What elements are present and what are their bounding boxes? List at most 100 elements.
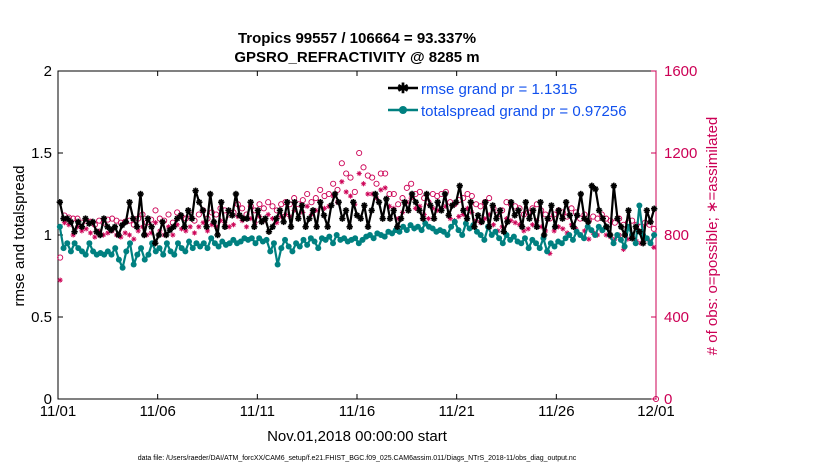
rmse-point-stroke: [222, 223, 228, 230]
rmse-point: [445, 212, 452, 219]
spread-point: [370, 235, 377, 242]
rmse-point: [379, 215, 386, 222]
rmse-point: [196, 199, 203, 206]
legend-box: [385, 76, 653, 118]
obs-assimilated-stroke: [136, 228, 141, 234]
y-right-tick-label: 800: [664, 227, 689, 244]
spread-point: [533, 240, 540, 247]
rmse-point: [331, 190, 339, 198]
rmse-point-stroke: [412, 199, 419, 206]
rmse-point: [419, 215, 427, 222]
rmse-point: [397, 215, 405, 222]
rmse-point-stroke: [137, 191, 144, 197]
spread-point: [215, 243, 222, 250]
rmse-point-stroke: [574, 212, 580, 219]
rmse-point-stroke: [570, 223, 577, 230]
rmse-point-stroke: [537, 199, 544, 206]
rmse-point-stroke: [629, 235, 635, 242]
rmse-point: [317, 199, 324, 206]
obs-assimilated-stroke: [413, 206, 418, 211]
obs-possible-point: [395, 201, 402, 208]
spread-point: [477, 232, 484, 238]
spread-point: [56, 223, 63, 230]
obs-possible-point: [312, 195, 319, 202]
obs-assimilated-point: [57, 277, 63, 283]
spread-point: [278, 245, 285, 252]
y-right-tick-label: 0: [664, 391, 672, 408]
rmse-point-stroke: [640, 240, 646, 247]
rmse-point-stroke: [442, 191, 448, 197]
rmse-point: [313, 223, 320, 230]
obs-possible-point: [269, 203, 276, 210]
rmse-point-stroke: [350, 199, 357, 206]
rmse-point: [111, 223, 119, 230]
rmse-point-stroke: [585, 219, 591, 225]
rmse-point: [357, 215, 364, 222]
x-tick-label: 11/26: [538, 403, 574, 420]
rmse-point: [232, 190, 240, 198]
rmse-point-stroke: [299, 202, 305, 209]
rmse-point-stroke: [244, 215, 250, 222]
rmse-point: [295, 215, 302, 222]
obs-possible-point: [195, 211, 202, 218]
rmse-point-stroke: [482, 199, 489, 206]
rmse-point: [298, 202, 306, 209]
obs-possible-point: [330, 180, 337, 187]
rmse-point-stroke: [394, 223, 401, 230]
spread-point: [610, 240, 617, 247]
obs-assimilated-point: [304, 203, 310, 209]
rmse-point-stroke: [236, 212, 243, 219]
obs-assimilated-stroke: [84, 226, 89, 231]
rmse-point: [544, 215, 551, 222]
rmse-point: [441, 190, 449, 198]
obs-assimilated-point: [347, 193, 354, 199]
obs-assimilated-stroke: [586, 236, 591, 242]
obs-possible-point: [468, 192, 475, 200]
rmse-point: [214, 231, 221, 239]
spread-point: [333, 232, 340, 238]
rmse-point-stroke: [504, 219, 511, 225]
rmse-point-stroke: [577, 191, 584, 197]
rmse-point-stroke: [423, 191, 430, 197]
rmse-point-stroke: [625, 207, 632, 214]
obs-assimilated-stroke: [365, 191, 370, 197]
spread-point: [588, 227, 595, 234]
rmse-point: [221, 223, 229, 230]
rmse-point-stroke: [148, 223, 155, 230]
rmse-point: [496, 207, 504, 214]
rmse-point: [137, 190, 144, 198]
spread-point: [145, 251, 152, 258]
obs-assimilated-stroke: [58, 277, 63, 283]
spread-point: [330, 240, 337, 247]
rmse-point-stroke: [328, 202, 335, 209]
rmse-point-stroke: [390, 207, 397, 214]
rmse-point: [89, 218, 97, 226]
obs-assimilated-stroke: [123, 230, 128, 236]
obs-assimilated-stroke: [547, 251, 552, 256]
obs-assimilated-stroke: [127, 232, 132, 238]
obs-assimilated-stroke: [227, 224, 232, 229]
rmse-point: [130, 215, 137, 222]
rmse-point: [617, 223, 625, 230]
spread-point: [115, 256, 122, 263]
rmse-point-stroke: [335, 199, 342, 206]
rmse-point: [287, 223, 295, 230]
rmse-point-stroke: [357, 215, 364, 222]
rmse-point-stroke: [611, 182, 617, 189]
spread-point: [544, 248, 551, 255]
obs-assimilated-stroke: [153, 220, 158, 225]
rmse-point: [192, 187, 199, 194]
rmse-point-stroke: [75, 219, 81, 225]
spread-point: [510, 233, 517, 240]
rmse-point: [540, 231, 548, 239]
rmse-point-stroke: [284, 199, 291, 206]
obs-assimilated-point: [447, 216, 453, 222]
spread-point: [82, 251, 89, 258]
obs-assimilated-stroke: [274, 220, 279, 225]
rmse-point-stroke: [269, 223, 276, 230]
rmse-point-stroke: [280, 219, 287, 225]
obs-possible-point: [343, 170, 350, 177]
rmse-point: [460, 207, 467, 214]
rmse-point-stroke: [379, 215, 386, 222]
obs-possible-point: [390, 190, 397, 198]
